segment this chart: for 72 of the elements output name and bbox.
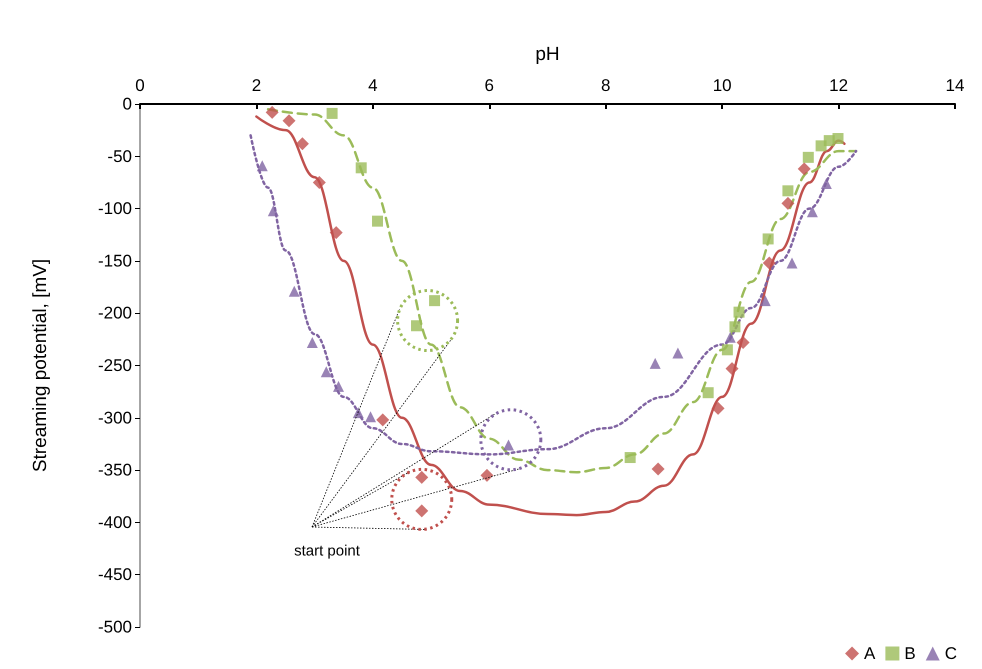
y-tick-label: -500 bbox=[98, 618, 132, 636]
point bbox=[376, 413, 390, 426]
point bbox=[652, 462, 665, 476]
point bbox=[782, 185, 794, 196]
point bbox=[330, 226, 343, 240]
point bbox=[802, 152, 814, 163]
y-tick-label: -100 bbox=[98, 199, 132, 218]
point bbox=[480, 468, 494, 482]
point bbox=[624, 452, 636, 464]
point bbox=[352, 407, 364, 418]
point bbox=[333, 380, 344, 392]
y-tick-label: -250 bbox=[98, 356, 132, 375]
annotation: start point bbox=[294, 542, 361, 560]
legend-label: C bbox=[944, 644, 958, 663]
point bbox=[726, 362, 739, 376]
point bbox=[296, 137, 309, 150]
x-tick-label: 8 bbox=[600, 76, 610, 95]
point bbox=[672, 347, 684, 358]
point bbox=[786, 257, 798, 268]
point bbox=[712, 402, 725, 415]
point bbox=[722, 344, 733, 356]
x-tick-label: 14 bbox=[946, 76, 964, 95]
y-tick-label: -50 bbox=[107, 146, 132, 166]
x-tick-label: 4 bbox=[368, 76, 378, 95]
y-tick-label: -400 bbox=[98, 512, 132, 532]
legend-label: B bbox=[904, 644, 916, 663]
point bbox=[256, 160, 268, 172]
point bbox=[288, 286, 300, 297]
point bbox=[832, 133, 844, 144]
point bbox=[320, 366, 332, 378]
x-axis-title: pH bbox=[535, 44, 560, 65]
point bbox=[760, 295, 771, 306]
point bbox=[356, 162, 367, 174]
point bbox=[762, 256, 776, 270]
point bbox=[702, 387, 714, 398]
point bbox=[326, 108, 338, 119]
point bbox=[266, 106, 279, 119]
point bbox=[365, 411, 376, 422]
point bbox=[736, 336, 750, 349]
point bbox=[268, 205, 279, 216]
x-tick-label: 12 bbox=[829, 76, 848, 95]
point bbox=[282, 114, 296, 128]
point bbox=[734, 306, 745, 318]
x-tick-label: 2 bbox=[252, 76, 262, 95]
point bbox=[415, 504, 428, 518]
point bbox=[806, 206, 818, 218]
y-tick-label: -200 bbox=[98, 304, 132, 323]
point bbox=[650, 358, 661, 369]
point bbox=[798, 162, 811, 176]
x-tick-label: 0 bbox=[135, 76, 145, 95]
y-tick-label: 0 bbox=[122, 94, 132, 114]
y-axis-title: Streaming potential, [mV] bbox=[30, 258, 51, 472]
point bbox=[762, 233, 774, 244]
point bbox=[415, 470, 428, 484]
y-tick-label: -300 bbox=[98, 408, 132, 428]
point bbox=[306, 336, 318, 348]
point bbox=[724, 332, 736, 343]
point bbox=[411, 320, 422, 332]
y-tick-label: -450 bbox=[98, 565, 132, 584]
point bbox=[729, 321, 740, 332]
y-tick-label: -150 bbox=[98, 251, 132, 270]
point bbox=[312, 176, 326, 189]
point bbox=[781, 196, 794, 210]
point bbox=[502, 439, 514, 450]
point bbox=[372, 216, 384, 227]
y-tick-label: -350 bbox=[98, 460, 132, 480]
line-series bbox=[255, 115, 846, 516]
point bbox=[429, 295, 440, 306]
x-tick-label: 6 bbox=[484, 76, 494, 95]
point bbox=[820, 178, 832, 189]
x-tick-label: 10 bbox=[712, 76, 732, 95]
legend-label: A bbox=[864, 644, 876, 663]
